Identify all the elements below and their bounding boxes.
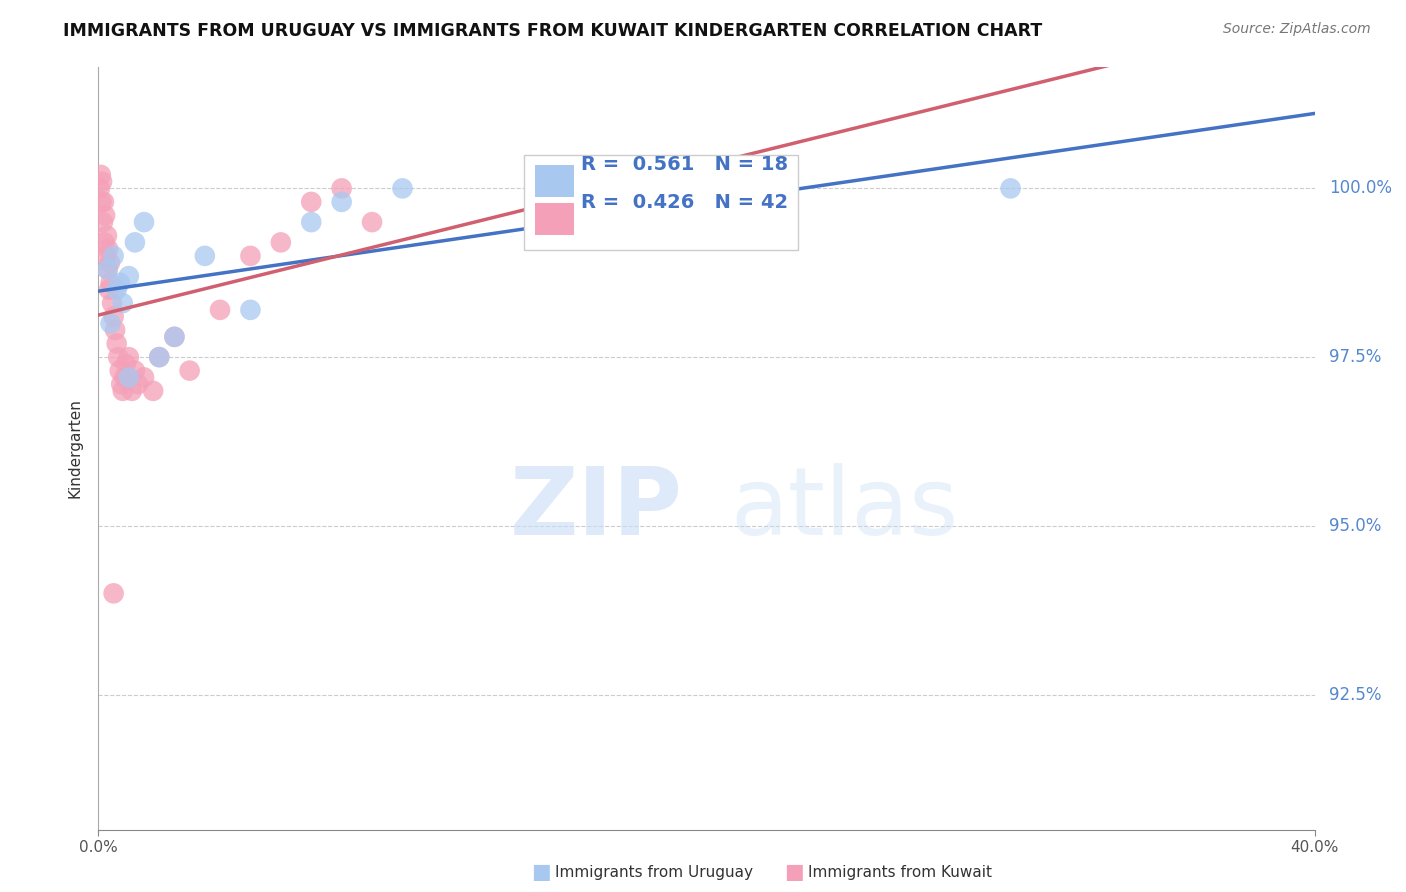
Text: IMMIGRANTS FROM URUGUAY VS IMMIGRANTS FROM KUWAIT KINDERGARTEN CORRELATION CHART: IMMIGRANTS FROM URUGUAY VS IMMIGRANTS FR… (63, 22, 1042, 40)
Text: atlas: atlas (731, 463, 959, 555)
Point (105, 336, 128, 351)
Point (103, 310, 125, 324)
Point (96, 262, 118, 277)
Point (90, 194, 112, 209)
Point (179, 363, 201, 377)
Point (98, 283, 121, 297)
Point (118, 269, 141, 284)
Point (108, 363, 131, 377)
Point (101, 296, 124, 310)
Point (132, 370, 155, 384)
Point (111, 296, 134, 310)
Point (118, 350, 141, 364)
Point (299, 215, 322, 229)
Point (90, 168, 112, 182)
Point (103, 586, 125, 600)
Point (93, 235, 115, 250)
Point (124, 363, 146, 377)
Point (209, 302, 232, 317)
Point (121, 384, 143, 398)
Text: 92.5%: 92.5% (1329, 686, 1382, 704)
Text: ZIP: ZIP (509, 463, 682, 555)
Point (105, 283, 128, 297)
Point (117, 370, 139, 384)
Point (239, 249, 262, 263)
Point (103, 249, 125, 263)
FancyBboxPatch shape (536, 164, 574, 196)
Point (124, 235, 146, 250)
Point (361, 215, 384, 229)
Point (91, 215, 114, 229)
Point (132, 215, 155, 229)
Point (112, 370, 135, 384)
Point (104, 323, 127, 337)
Text: 100.0%: 100.0% (1329, 179, 1392, 197)
Point (330, 194, 353, 209)
Text: R =  0.426   N = 42: R = 0.426 N = 42 (581, 194, 789, 212)
Point (108, 276, 131, 290)
Point (163, 330, 186, 344)
Point (270, 235, 292, 250)
Point (96, 228, 118, 243)
Text: Source: ZipAtlas.com: Source: ZipAtlas.com (1223, 22, 1371, 37)
Point (330, 181, 353, 195)
Point (148, 350, 170, 364)
Point (97, 242, 120, 256)
Text: R =  0.561   N = 18: R = 0.561 N = 18 (581, 155, 789, 174)
Point (127, 377, 149, 392)
Point (118, 370, 141, 384)
Point (100, 276, 122, 290)
Y-axis label: Kindergarten: Kindergarten (67, 399, 83, 498)
Point (96, 262, 118, 277)
Point (142, 384, 165, 398)
Text: Immigrants from Kuwait: Immigrants from Kuwait (808, 865, 993, 880)
FancyBboxPatch shape (524, 154, 797, 250)
Point (239, 302, 262, 317)
Text: Immigrants from Uruguay: Immigrants from Uruguay (555, 865, 754, 880)
Point (299, 194, 322, 209)
Point (94, 249, 117, 263)
Point (111, 384, 134, 398)
Point (98, 255, 121, 269)
Text: ■: ■ (785, 863, 804, 882)
Point (89, 181, 111, 195)
Point (391, 181, 413, 195)
Point (163, 330, 186, 344)
Point (93, 194, 115, 209)
Point (91, 175, 114, 189)
Point (100, 317, 122, 331)
Text: 95.0%: 95.0% (1329, 516, 1382, 535)
Text: ■: ■ (531, 863, 551, 882)
Point (1000, 181, 1022, 195)
Point (194, 249, 217, 263)
Point (94, 208, 117, 222)
Point (114, 357, 136, 371)
Point (148, 350, 170, 364)
Text: 97.5%: 97.5% (1329, 348, 1382, 366)
Point (107, 350, 129, 364)
FancyBboxPatch shape (536, 202, 574, 235)
Point (110, 377, 132, 392)
